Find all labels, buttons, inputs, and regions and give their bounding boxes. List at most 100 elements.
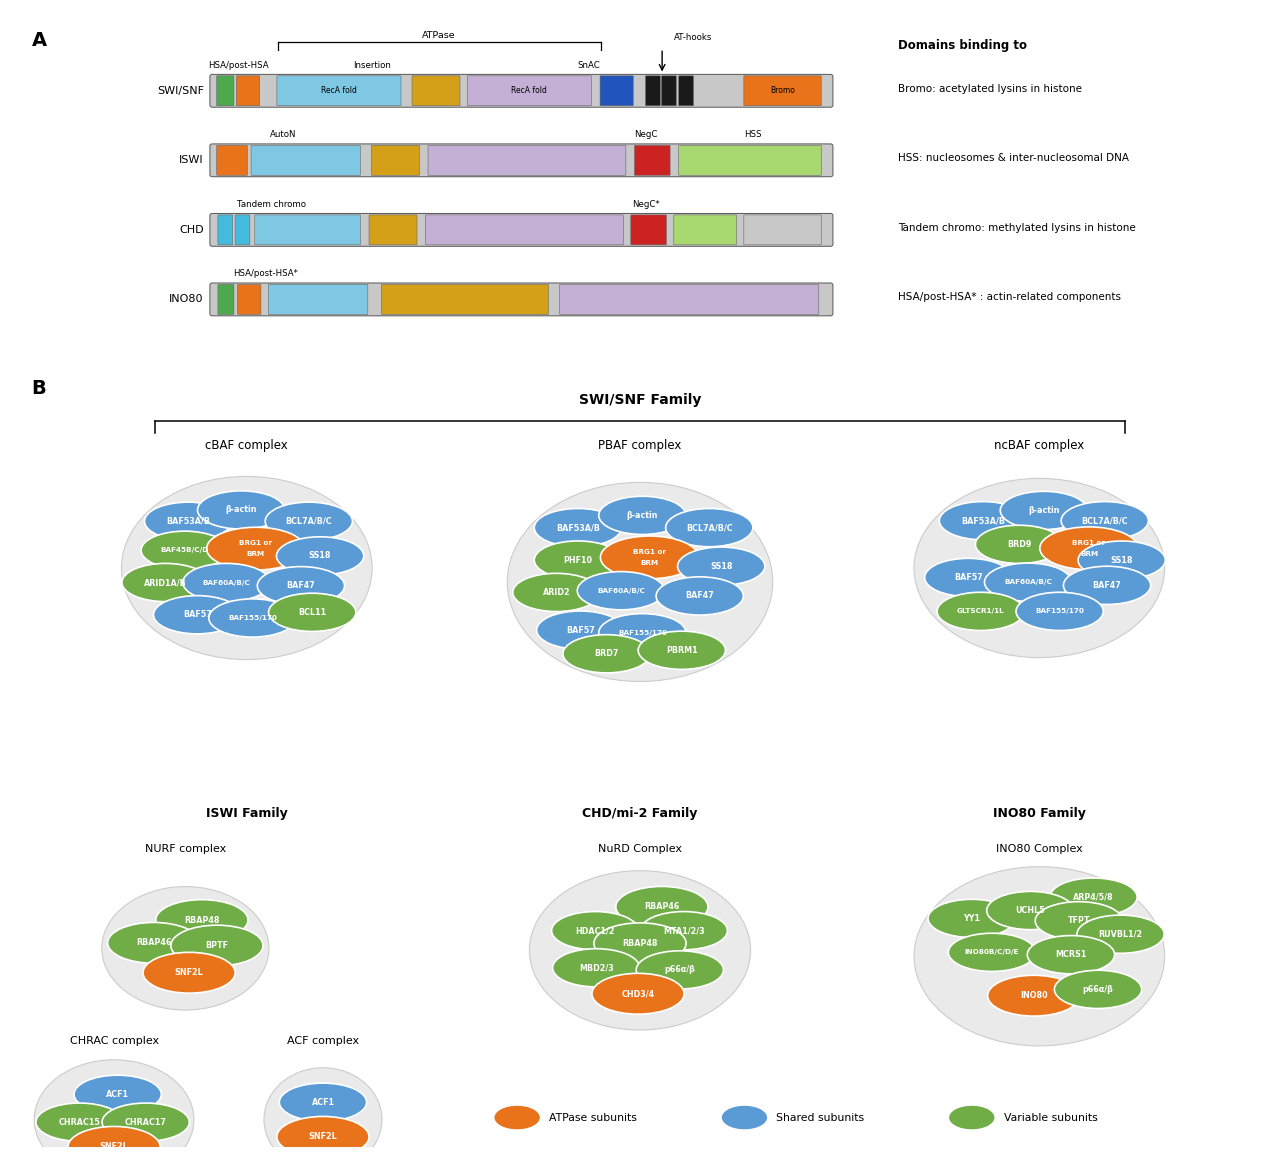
Ellipse shape [639, 632, 726, 670]
Ellipse shape [122, 476, 372, 659]
Text: BCL7A/B/C: BCL7A/B/C [1082, 516, 1128, 525]
Text: RecA fold: RecA fold [512, 86, 548, 95]
Text: SWI/SNF Family: SWI/SNF Family [579, 393, 701, 407]
Ellipse shape [553, 949, 640, 987]
Text: Shared subunits: Shared subunits [777, 1113, 864, 1123]
Ellipse shape [145, 502, 232, 540]
Ellipse shape [206, 527, 305, 570]
Text: RBAP48: RBAP48 [184, 916, 220, 925]
Text: BAF60A/B/C: BAF60A/B/C [1004, 580, 1052, 585]
FancyBboxPatch shape [216, 145, 247, 175]
Ellipse shape [599, 496, 686, 534]
Text: ACF1: ACF1 [311, 1098, 334, 1107]
Ellipse shape [677, 547, 765, 585]
Ellipse shape [197, 491, 284, 529]
Text: CHRAC complex: CHRAC complex [69, 1036, 159, 1045]
Text: SWI/SNF: SWI/SNF [156, 86, 204, 96]
Text: INO80: INO80 [169, 294, 204, 305]
Text: β-actin: β-actin [225, 505, 257, 515]
Ellipse shape [975, 525, 1062, 563]
Text: MBD2/3: MBD2/3 [579, 963, 613, 972]
Text: ATPase: ATPase [421, 30, 456, 39]
Text: AutoN: AutoN [270, 130, 297, 139]
FancyBboxPatch shape [631, 214, 667, 245]
Text: RecA fold: RecA fold [321, 86, 357, 95]
Text: HSA/post-HSA*: HSA/post-HSA* [233, 269, 298, 278]
FancyBboxPatch shape [251, 145, 361, 175]
Text: NegC: NegC [635, 130, 658, 139]
FancyBboxPatch shape [236, 214, 250, 245]
Text: cBAF complex: cBAF complex [205, 438, 288, 452]
Text: β-actin: β-actin [627, 511, 658, 520]
Text: SS18: SS18 [308, 552, 332, 561]
Text: Tandem chromo: Tandem chromo [237, 199, 306, 209]
Ellipse shape [563, 635, 650, 673]
Ellipse shape [988, 975, 1080, 1016]
Text: CHRAC17: CHRAC17 [124, 1117, 166, 1127]
Ellipse shape [937, 592, 1024, 630]
Ellipse shape [1078, 541, 1165, 580]
FancyBboxPatch shape [216, 75, 234, 105]
Ellipse shape [640, 911, 727, 949]
Text: GLTSCR1/1L: GLTSCR1/1L [957, 608, 1005, 614]
Text: PHF10: PHF10 [563, 555, 593, 564]
Text: ncBAF complex: ncBAF complex [995, 438, 1084, 452]
FancyBboxPatch shape [381, 284, 548, 314]
Ellipse shape [1028, 935, 1115, 974]
Text: BRM: BRM [640, 560, 659, 566]
FancyBboxPatch shape [635, 145, 671, 175]
Text: SS18: SS18 [1111, 555, 1133, 564]
Text: BCL7A/B/C: BCL7A/B/C [686, 523, 732, 532]
Ellipse shape [987, 891, 1074, 930]
Ellipse shape [577, 571, 664, 610]
Text: RBAP46: RBAP46 [136, 939, 172, 947]
Ellipse shape [536, 611, 623, 649]
FancyBboxPatch shape [645, 75, 660, 105]
Ellipse shape [35, 1059, 195, 1159]
Text: ISWI Family: ISWI Family [206, 807, 288, 819]
Ellipse shape [269, 593, 356, 632]
Text: PBRM1: PBRM1 [666, 646, 698, 655]
Text: BRG1 or: BRG1 or [634, 549, 666, 555]
Text: BAF57: BAF57 [954, 573, 983, 582]
Text: ARID1A/B: ARID1A/B [145, 578, 187, 586]
Text: SNF2L: SNF2L [100, 1143, 128, 1151]
Ellipse shape [279, 1084, 366, 1122]
Text: UCHL5: UCHL5 [1015, 906, 1046, 916]
Ellipse shape [36, 1103, 123, 1142]
Ellipse shape [68, 1127, 160, 1159]
FancyBboxPatch shape [210, 144, 833, 176]
Ellipse shape [265, 502, 352, 540]
Text: ATPase subunits: ATPase subunits [549, 1113, 637, 1123]
Text: BRM: BRM [247, 552, 265, 557]
Text: BCL11: BCL11 [298, 607, 326, 617]
Text: BAF47: BAF47 [1093, 581, 1121, 590]
Text: SNF2L: SNF2L [175, 968, 204, 977]
Text: BPTF: BPTF [205, 941, 228, 950]
Ellipse shape [1064, 567, 1151, 605]
Ellipse shape [74, 1076, 161, 1114]
Text: HSS: nucleosomes & inter-nucleosomal DNA: HSS: nucleosomes & inter-nucleosomal DNA [899, 153, 1129, 163]
Ellipse shape [183, 563, 270, 602]
Text: BAF47: BAF47 [685, 591, 714, 600]
Text: INO80 Family: INO80 Family [993, 807, 1085, 819]
Text: HSA/post-HSA: HSA/post-HSA [207, 60, 269, 70]
Text: BAF155/170: BAF155/170 [1036, 608, 1084, 614]
FancyBboxPatch shape [369, 214, 417, 245]
Text: Bromo: Bromo [771, 86, 795, 95]
Ellipse shape [599, 613, 686, 651]
Ellipse shape [209, 599, 296, 637]
Text: INO80 Complex: INO80 Complex [996, 844, 1083, 854]
Text: BAF57: BAF57 [566, 626, 595, 635]
Text: BAF155/170: BAF155/170 [618, 629, 667, 636]
FancyBboxPatch shape [744, 75, 822, 105]
Ellipse shape [534, 541, 622, 580]
FancyBboxPatch shape [218, 214, 233, 245]
Ellipse shape [257, 567, 344, 605]
Ellipse shape [141, 531, 228, 569]
Text: BAF53A/B: BAF53A/B [556, 523, 600, 532]
FancyBboxPatch shape [467, 75, 591, 105]
FancyBboxPatch shape [428, 145, 626, 175]
FancyBboxPatch shape [371, 145, 420, 175]
Text: Variable subunits: Variable subunits [1004, 1113, 1097, 1123]
